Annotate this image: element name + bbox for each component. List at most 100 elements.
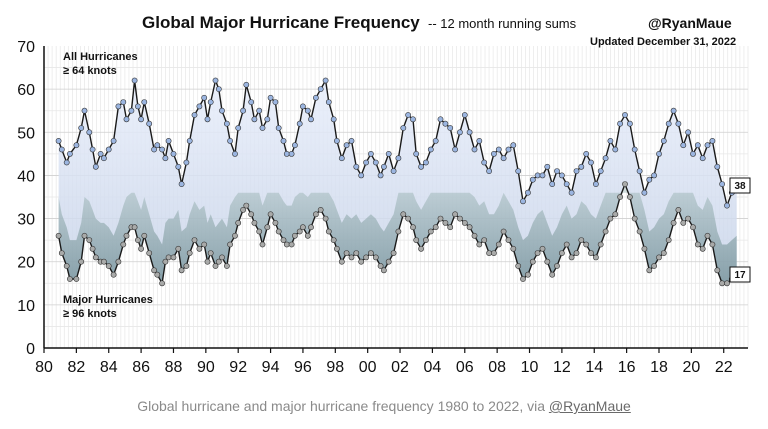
- all-hurricanes-point: [363, 159, 369, 166]
- all-hurricanes-point: [500, 155, 507, 162]
- all-hurricanes-point: [227, 137, 233, 144]
- all-hurricanes-point: [724, 202, 730, 209]
- chart-title: Global Major Hurricane Frequency: [142, 13, 420, 32]
- all-hurricanes-point: [534, 172, 541, 179]
- all-hurricanes-point: [134, 103, 141, 110]
- all-hurricanes-point: [343, 142, 350, 149]
- all-hurricanes-point: [704, 142, 711, 149]
- major-hurricanes-point: [275, 228, 282, 235]
- major-hurricanes-point: [159, 280, 165, 287]
- all-hurricanes-point: [447, 125, 454, 131]
- major-hurricanes-point: [622, 181, 628, 187]
- major-hurricanes-point: [549, 271, 556, 278]
- major-hurricanes-point: [410, 224, 416, 231]
- x-tick-label: 10: [521, 359, 539, 376]
- x-tick-label: 80: [35, 359, 53, 376]
- x-tick-label: 02: [391, 359, 409, 376]
- all-hurricanes-point: [243, 81, 250, 88]
- major-hurricanes-point: [515, 263, 522, 269]
- all-hurricanes-point: [694, 142, 701, 149]
- all-hurricanes-point: [162, 155, 169, 162]
- y-tick-label: 60: [17, 82, 35, 99]
- all-hurricanes-point: [593, 181, 599, 187]
- all-hurricanes-point: [67, 150, 73, 157]
- all-hurricanes-point: [670, 107, 677, 114]
- major-hurricanes-point: [272, 219, 279, 226]
- all-hurricanes-point: [466, 129, 473, 136]
- all-hurricanes-point: [267, 94, 274, 101]
- caption-link[interactable]: @RyanMaue: [548, 398, 631, 414]
- major-hurricanes-point: [58, 250, 65, 256]
- major-hurricanes-point: [636, 228, 643, 235]
- all-hurricanes-point: [348, 137, 355, 144]
- major-hurricanes-point: [343, 250, 350, 256]
- all-hurricanes-point: [714, 163, 721, 170]
- major-hurricanes-point: [191, 237, 198, 243]
- all-hurricanes-point: [549, 181, 556, 187]
- major-hurricanes-point: [380, 267, 387, 274]
- all-hurricanes-point: [636, 168, 643, 174]
- major-hurricanes-point: [348, 254, 355, 261]
- major-hurricanes-point: [714, 267, 721, 274]
- major-hurricanes-point: [578, 237, 585, 243]
- major-hurricanes-point: [422, 237, 429, 243]
- major-hurricanes-point: [223, 263, 230, 269]
- major-hurricanes-point: [481, 237, 488, 243]
- all-hurricanes-point: [55, 137, 62, 144]
- all-hurricanes-point: [196, 103, 203, 110]
- all-hurricanes-point: [110, 137, 117, 144]
- major-hurricanes-point: [175, 245, 182, 252]
- all-hurricanes-point: [291, 142, 298, 149]
- all-hurricanes-point: [215, 86, 222, 92]
- major-hurricanes-point: [447, 224, 454, 231]
- major-hurricanes-point: [641, 245, 648, 252]
- major-hurricanes-point: [704, 232, 711, 239]
- all-hurricanes-point: [380, 163, 387, 170]
- major-hurricanes-point: [123, 232, 130, 239]
- x-tick-label: 96: [294, 359, 312, 376]
- major-hurricanes-point: [256, 228, 263, 235]
- major-hurricanes-point: [196, 245, 203, 252]
- all-hurricanes-point: [709, 137, 716, 144]
- y-tick-label: 0: [26, 341, 35, 358]
- major-hurricanes-point: [525, 271, 531, 278]
- major-hurricanes-point: [240, 206, 246, 213]
- all-hurricanes-point: [73, 142, 80, 149]
- major-hurricanes-point: [529, 258, 536, 265]
- all-hurricanes-point: [471, 146, 478, 153]
- major-hurricanes-point: [78, 258, 85, 265]
- major-hurricanes-point: [660, 250, 667, 256]
- all-hurricanes-point: [338, 155, 345, 162]
- x-tick-label: 14: [585, 359, 603, 376]
- all-hurricanes-point: [131, 77, 138, 84]
- major-hurricanes-point: [215, 258, 222, 265]
- all-hurricanes-point: [641, 189, 648, 196]
- all-hurricanes-point: [573, 168, 580, 174]
- major-hurricanes-point: [312, 211, 319, 218]
- caption-text: Global hurricane and major hurricane fre…: [137, 398, 549, 414]
- all-hurricanes-point: [86, 129, 93, 136]
- major-hurricanes-point: [55, 232, 62, 239]
- all-hurricanes-point: [520, 198, 526, 205]
- major-hurricanes-point: [377, 263, 384, 269]
- major-hurricanes-point: [627, 194, 633, 200]
- end-value-major-box: 17: [729, 266, 751, 283]
- major-hurricanes-point: [251, 219, 258, 226]
- major-hurricanes-point: [67, 276, 73, 282]
- major-hurricanes-point: [227, 241, 233, 248]
- major-hurricanes-point: [539, 245, 546, 252]
- end-value-all-box: 38: [729, 177, 751, 194]
- major-hurricanes-point: [367, 250, 374, 256]
- x-axis-ticks: 80 82 84 86 88 90 92 94 96 98 00 02 04 06 08 10 12 14 16 18…: [35, 348, 733, 376]
- major-hurricanes-point: [280, 237, 287, 243]
- major-hurricanes-point: [165, 254, 172, 261]
- major-hurricanes-point: [264, 224, 271, 231]
- all-hurricanes-point: [367, 150, 374, 157]
- all-hurricanes-point: [325, 99, 332, 105]
- major-hurricanes-point: [81, 232, 88, 239]
- all-hurricanes-point: [358, 172, 365, 179]
- major-hurricanes-point: [675, 206, 682, 213]
- major-hurricanes-point: [690, 224, 696, 231]
- all-hurricanes-point: [308, 116, 314, 123]
- major-hurricanes-point: [115, 258, 122, 265]
